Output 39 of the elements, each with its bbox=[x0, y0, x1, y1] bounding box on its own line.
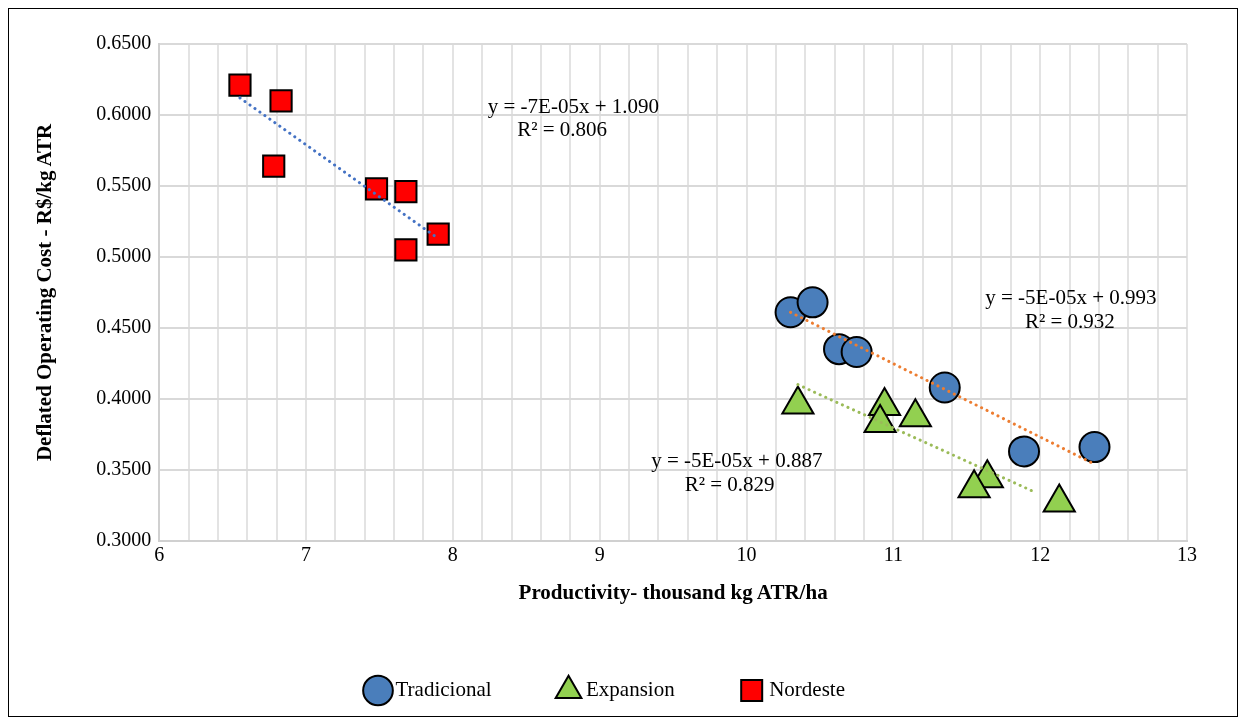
x-tick-label: 8 bbox=[447, 543, 458, 566]
point bbox=[1042, 483, 1076, 513]
point bbox=[863, 403, 897, 433]
point bbox=[262, 154, 286, 178]
y-tick-label: 0.5500 bbox=[96, 173, 152, 196]
y-tick-label: 0.4000 bbox=[96, 386, 152, 409]
point bbox=[781, 385, 815, 415]
annotation: R² = 0.829 bbox=[684, 472, 775, 497]
x-tick-label: 12 bbox=[1030, 543, 1051, 566]
y-tick-label: 0.6500 bbox=[96, 31, 152, 54]
x-axis-title: Productivity- thousand kg ATR/ha bbox=[518, 579, 829, 604]
legend-label: Tradicional bbox=[395, 677, 492, 702]
point bbox=[269, 89, 293, 113]
legend-label: Expansion bbox=[586, 677, 676, 702]
point bbox=[394, 238, 418, 262]
point bbox=[426, 222, 450, 246]
annotation: R² = 0.932 bbox=[1024, 308, 1115, 333]
x-tick-label: 9 bbox=[594, 543, 605, 566]
point bbox=[228, 73, 252, 97]
y-tick-label: 0.5000 bbox=[96, 244, 152, 267]
y-tick-label: 0.6000 bbox=[96, 102, 152, 125]
annotation: y = -7E-05x + 1.090 bbox=[487, 94, 660, 119]
x-tick-label: 7 bbox=[301, 543, 312, 566]
x-tick-label: 11 bbox=[883, 543, 903, 566]
annotation: y = -5E-05x + 0.887 bbox=[651, 447, 823, 472]
y-tick-label: 0.4500 bbox=[96, 315, 152, 338]
x-tick-label: 13 bbox=[1177, 543, 1197, 566]
annotation: R² = 0.806 bbox=[517, 117, 608, 142]
x-tick-label: 10 bbox=[736, 543, 757, 566]
y-tick-label: 0.3500 bbox=[96, 457, 152, 480]
point bbox=[364, 177, 389, 201]
x-tick-label: 6 bbox=[154, 543, 165, 566]
point bbox=[898, 398, 932, 428]
y-tick-label: 0.3000 bbox=[96, 528, 152, 551]
y-axis-title: Deflated Operating Cost - R$/kg ATR bbox=[32, 122, 57, 462]
point bbox=[394, 180, 418, 204]
legend-label: Nordeste bbox=[769, 677, 846, 702]
annotation: y = -5E-05x + 0.993 bbox=[985, 284, 1157, 309]
point bbox=[957, 469, 991, 499]
